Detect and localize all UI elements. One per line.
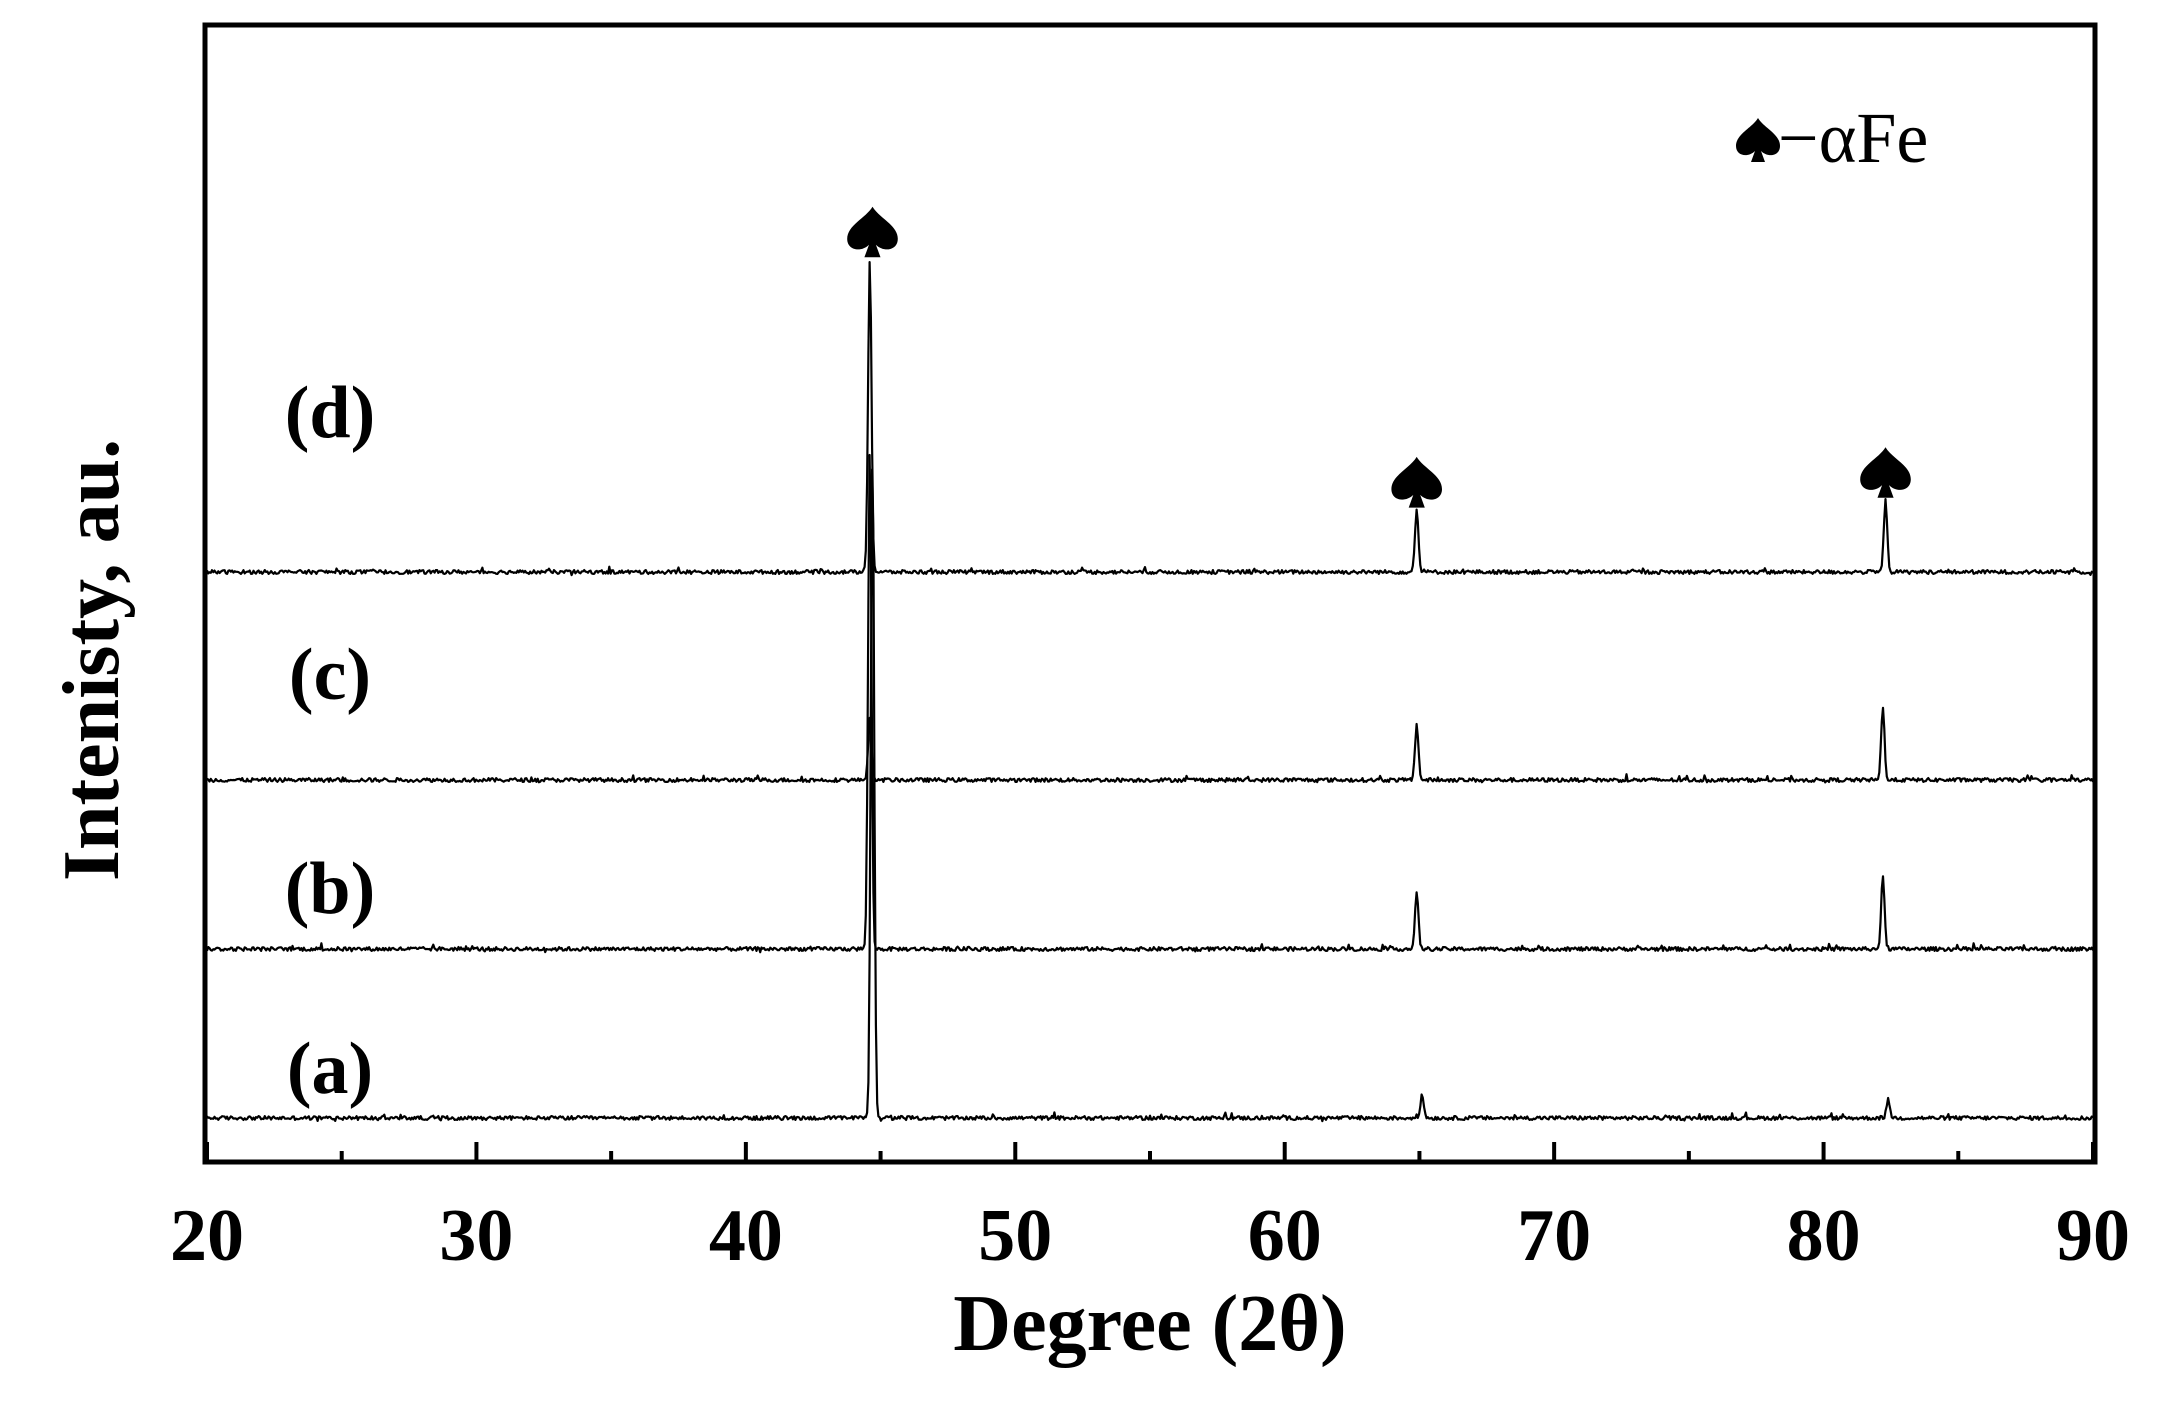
x-tick-label: 70	[1517, 1195, 1591, 1277]
x-axis-ticks	[205, 1142, 2095, 1162]
x-tick-label: 20	[170, 1195, 244, 1277]
series-label: (c)	[289, 634, 371, 716]
x-tick-label: 80	[1787, 1195, 1861, 1277]
alpha-fe-spade-icon	[847, 206, 898, 258]
plot-border	[202, 22, 2098, 1165]
legend-spade-icon	[1736, 118, 1780, 162]
x-tick-label: 90	[2056, 1195, 2130, 1277]
x-tick-label: 30	[439, 1195, 513, 1277]
legend: −αFe	[1736, 98, 1928, 178]
series-trace	[205, 261, 2094, 577]
x-tick-label: 50	[978, 1195, 1052, 1277]
legend-label: −αFe	[1778, 98, 1928, 178]
series-trace	[205, 453, 2094, 954]
series-label: (a)	[287, 1028, 373, 1110]
peak-markers	[847, 206, 1911, 508]
plot-frame	[202, 22, 2098, 1165]
alpha-fe-spade-icon	[1391, 456, 1442, 508]
series-trace	[206, 468, 2094, 1123]
alpha-fe-spade-icon	[1860, 447, 1911, 498]
series-traces	[205, 261, 2094, 1123]
x-tick-label: 40	[709, 1195, 783, 1277]
series-label: (d)	[285, 372, 375, 454]
x-tick-label: 60	[1248, 1195, 1322, 1277]
series-trace	[206, 706, 2094, 784]
x-axis-tick-labels: 20 30 40 50 60 70 80 90	[170, 1195, 2130, 1277]
x-axis-title: Degree (2θ)	[953, 1280, 1346, 1368]
y-axis-title: Intenisty, au.	[48, 439, 136, 881]
series-labels: (a) (b) (c) (d)	[285, 372, 375, 1110]
series-label: (b)	[285, 848, 375, 930]
